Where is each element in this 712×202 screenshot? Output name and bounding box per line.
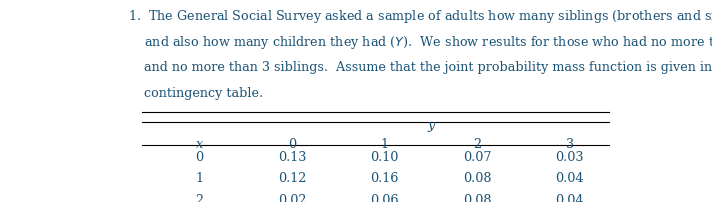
Text: 0.10: 0.10 <box>370 150 399 163</box>
Text: and also how many children they had ($Y$).  We show results for those who had no: and also how many children they had ($Y$… <box>128 34 712 51</box>
Text: 0.06: 0.06 <box>370 194 399 202</box>
Text: 0.02: 0.02 <box>278 194 306 202</box>
Text: contingency table.: contingency table. <box>128 87 263 100</box>
Text: 1: 1 <box>195 172 204 185</box>
Text: 0.04: 0.04 <box>555 172 584 185</box>
Text: 0.13: 0.13 <box>278 150 306 163</box>
Text: 1.  The General Social Survey asked a sample of adults how many siblings (brothe: 1. The General Social Survey asked a sam… <box>128 8 712 25</box>
Text: and no more than 3 siblings.  Assume that the joint probability mass function is: and no more than 3 siblings. Assume that… <box>128 61 712 74</box>
Text: 0.03: 0.03 <box>555 150 584 163</box>
Text: 0.12: 0.12 <box>278 172 306 185</box>
Text: x: x <box>196 138 203 150</box>
Text: 0: 0 <box>195 150 204 163</box>
Text: y: y <box>427 119 434 132</box>
Text: 2: 2 <box>195 194 204 202</box>
Text: 0.04: 0.04 <box>555 194 584 202</box>
Text: 1: 1 <box>380 138 389 150</box>
Text: 0.08: 0.08 <box>463 172 491 185</box>
Text: 2: 2 <box>473 138 481 150</box>
Text: 0.07: 0.07 <box>463 150 491 163</box>
Text: 0.16: 0.16 <box>370 172 399 185</box>
Text: 0.08: 0.08 <box>463 194 491 202</box>
Text: 0: 0 <box>288 138 296 150</box>
Text: 3: 3 <box>565 138 574 150</box>
